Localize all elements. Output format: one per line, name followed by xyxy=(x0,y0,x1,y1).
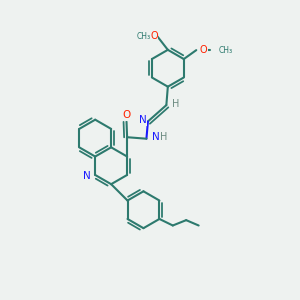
Text: H: H xyxy=(160,132,167,142)
Text: CH₃: CH₃ xyxy=(136,32,151,41)
Text: N: N xyxy=(139,115,146,125)
Text: CH₃: CH₃ xyxy=(218,46,233,55)
Text: N: N xyxy=(83,171,90,181)
Text: O: O xyxy=(200,45,208,55)
Text: H: H xyxy=(172,99,179,109)
Text: O: O xyxy=(122,110,130,120)
Text: O: O xyxy=(150,32,158,41)
Text: N: N xyxy=(152,132,160,142)
